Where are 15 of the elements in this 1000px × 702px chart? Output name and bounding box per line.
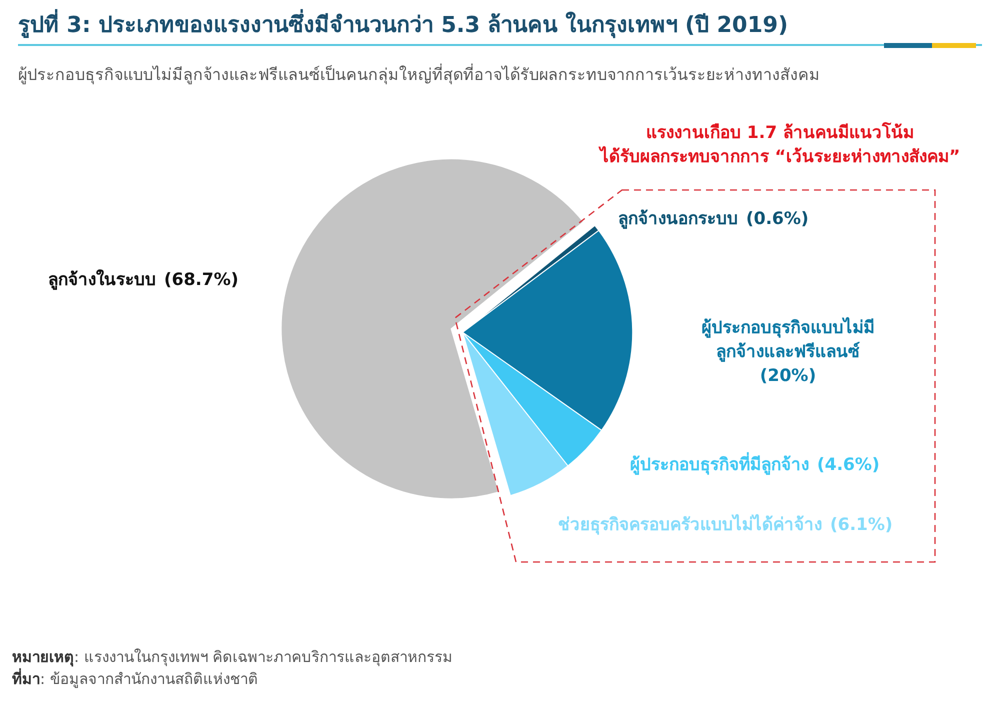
slice-label: ลูกจ้างในระบบ	[48, 269, 156, 291]
data-label: (6.1%)	[830, 515, 893, 535]
chart-subtitle: ผู้ประกอบธุรกิจแบบไม่มีลูกจ้างและฟรีแลนซ์เป็นคนกลุ่มใหญ่ที่สุดที่อาจได้รับผลกระทบจากการเว้นระยะห่างทางสังคม	[18, 63, 820, 85]
slice-label: ช่วยธุรกิจครอบครัวแบบไม่ได้ค่าจ้าง	[558, 514, 822, 535]
data-label: (0.6%)	[746, 209, 809, 229]
data-label: (20%)	[760, 366, 816, 386]
text: ที่มา: ข้อมูลจากสำนักงานสถิติแห่งชาติ	[12, 668, 258, 688]
chart-title: รูปที่ 3: ประเภทของแรงงานซึ่งมีจำนวนกว่า 5.3 ล้านคน ในกรุงเทพฯ (ปี 2019)	[18, 8, 788, 39]
data-label: (68.7%)	[164, 270, 239, 290]
slice-label: ผู้ประกอบธุรกิจที่มีลูกจ้าง	[630, 452, 809, 476]
slice-label: ผู้ประกอบธุรกิจแบบไม่มี ลูกจ้างและฟรีแลนซ์	[702, 317, 874, 363]
text: แรงงานเกือบ 1.7 ล้านคนมีแนวโน้ม ได้รับผลกระทบจากการ “เว้นระยะห่างทางสังคม”	[598, 122, 960, 167]
text: หมายเหตุ: แรงงานในกรุงเทพฯ คิดเฉพาะภาคบริการและอุตสาหกรรม	[12, 648, 453, 667]
data-label: (4.6%)	[817, 455, 880, 475]
slice-label: ลูกจ้างนอกระบบ	[618, 209, 738, 230]
